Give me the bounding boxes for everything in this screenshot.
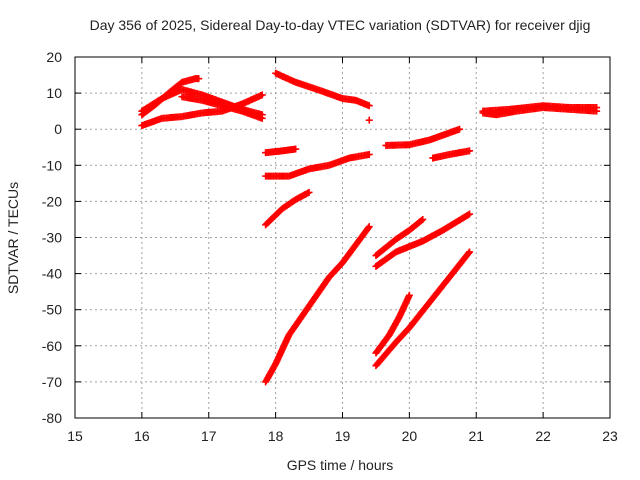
series-18 xyxy=(479,102,601,115)
data-point xyxy=(365,150,373,158)
plot-frame xyxy=(74,56,611,419)
data-point xyxy=(365,116,373,124)
series-13 xyxy=(372,215,427,260)
y-tick-label: -40 xyxy=(42,266,62,282)
series-15 xyxy=(372,291,413,357)
y-tick-label: 10 xyxy=(46,85,62,101)
y-tick-label: 0 xyxy=(54,121,62,137)
y-tick-label: -10 xyxy=(42,157,62,173)
data-point xyxy=(258,91,266,99)
series-9 xyxy=(262,188,313,229)
series-4 xyxy=(138,91,266,130)
data-point xyxy=(305,188,313,196)
x-tick-label: 16 xyxy=(134,428,150,444)
x-axis-label: GPS time / hours xyxy=(287,457,394,473)
axis-ticks: 15 16 17 18 19 20 21 22 23 -80 -70 -60 -50 -40 -30 -20 -… xyxy=(42,49,618,444)
series-5 xyxy=(272,69,373,110)
data-point xyxy=(195,75,203,83)
series-16 xyxy=(372,248,474,370)
x-tick-label: 15 xyxy=(67,428,83,444)
data-point xyxy=(466,147,474,155)
x-tick-label: 21 xyxy=(468,428,484,444)
data-point xyxy=(292,145,300,153)
data-point xyxy=(364,224,372,232)
data-point xyxy=(258,114,266,122)
series-6 xyxy=(365,116,373,124)
x-tick-label: 23 xyxy=(602,428,618,444)
data-point xyxy=(466,248,474,256)
x-tick-label: 18 xyxy=(268,428,284,444)
y-tick-label: 20 xyxy=(46,49,62,65)
series-3 xyxy=(178,93,266,122)
series-11 xyxy=(382,125,464,149)
x-tick-label: 19 xyxy=(335,428,351,444)
data-point xyxy=(466,210,474,218)
y-tick-label: -80 xyxy=(42,410,62,426)
data-point xyxy=(593,104,601,112)
data-point xyxy=(456,125,464,133)
series-10 xyxy=(262,223,373,386)
y-axis-label: SDTVAR / TECUs xyxy=(5,182,21,294)
y-tick-label: -60 xyxy=(42,338,62,354)
x-tick-label: 20 xyxy=(402,428,418,444)
chart-title: Day 356 of 2025, Sidereal Day-to-day VTE… xyxy=(90,17,591,33)
series-14 xyxy=(372,210,474,270)
series-7 xyxy=(262,145,300,157)
y-tick-label: -50 xyxy=(42,302,62,318)
series-12 xyxy=(429,147,474,162)
data-point xyxy=(405,291,413,299)
data-point xyxy=(365,102,373,110)
grid-lines xyxy=(75,57,610,418)
data-point xyxy=(418,216,426,224)
series-8 xyxy=(262,150,373,180)
data-point xyxy=(365,223,373,231)
y-tick-label: -70 xyxy=(42,374,62,390)
data-markers xyxy=(138,69,601,386)
y-tick-label: -20 xyxy=(42,193,62,209)
y-tick-label: -30 xyxy=(42,230,62,246)
x-tick-label: 17 xyxy=(201,428,217,444)
x-tick-label: 22 xyxy=(535,428,551,444)
data-point xyxy=(419,215,427,223)
data-point xyxy=(464,211,472,219)
data-point xyxy=(465,249,473,257)
